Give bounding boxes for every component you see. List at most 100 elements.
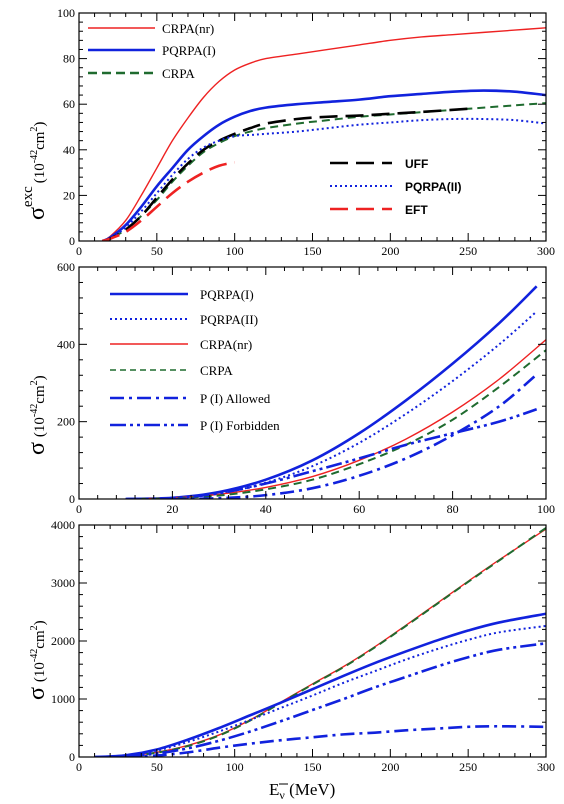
x-tick-label: 200 [381,760,399,774]
panel-top-series [101,27,546,241]
y-tick-label: 400 [57,337,75,351]
series-line-uff [101,107,469,241]
x-tick-label: 150 [304,760,322,774]
series-line-crpa-nr [125,339,546,499]
panel-middle-ylabel: σ (10-42cm2) [24,375,50,455]
y-tick-label: 40 [63,143,75,157]
x-tick-label: 250 [459,244,477,258]
series-line-crpa [125,349,546,499]
x-tick-label: 0 [76,244,82,258]
series-line-p-i-allowed [125,724,546,757]
ylabel-superscript: exc [20,186,36,207]
y-tick-label: 3000 [51,576,75,590]
series-line-crpa-nr [94,528,546,757]
ylabel-unit-cm: cm [32,385,48,404]
legend-label: PQRPA(I) [162,43,216,58]
ylabel-exponent: -42 [29,649,40,662]
x-tick-label: 250 [459,760,477,774]
ylabel-close: ) [32,620,48,625]
svg-text:σ(10-42cm2): σ (10-42cm2) [24,620,50,700]
ylabel-close: ) [32,375,48,380]
x-tick-label: 0 [76,502,82,516]
x-tick-label: 0 [76,760,82,774]
y-tick-label: 1000 [51,692,75,706]
y-tick-label: 20 [63,188,75,202]
series-line-p-i-allowed [172,373,538,499]
x-tick-label: 80 [447,502,459,516]
x-tick-label: 60 [353,502,365,516]
x-tick-label: 100 [537,502,555,516]
series-line-p-i-forbidden [94,642,546,757]
series-line-eft [101,161,235,241]
x-tick-label: 50 [151,760,163,774]
y-tick-label: 0 [69,492,75,506]
series-group [125,285,546,499]
ylabel-unit-exp: 2 [29,127,40,132]
x-tick-label: 40 [260,502,272,516]
x-tick-label: 100 [226,244,244,258]
y-tick-label: 2000 [51,634,75,648]
legend-label: EFT [405,203,428,217]
y-tick-label: 100 [57,6,75,20]
series-line-pqrpa-i [101,89,546,241]
y-tick-label: 600 [57,260,75,274]
legend-label: CRPA [200,363,233,378]
series-line-pqrpa-i [94,612,546,757]
legend-label: P (I) Forbidden [200,418,280,433]
series-group [94,527,546,757]
ylabel-unit-exp: 2 [29,625,40,630]
y-tick-label: 200 [57,415,75,429]
svg-text:σexc(10-42cm2): σexc (10-42cm2) [20,122,50,220]
panel-middle: 0 20 40 60 80 100 0 200 400 600 PQRPA(I) PQRPA(II… [24,260,555,516]
series-line-pqrpa-ii [102,117,546,241]
panel-bottom-ylabel: σ (10-42cm2) [24,620,50,700]
legend-label: UFF [405,157,428,171]
x-tick-label: 300 [537,760,555,774]
ylabel-unit-cm: cm [32,131,48,150]
y-tick-label: 0 [69,750,75,764]
series-group [101,27,546,241]
panel-top-axes: 0 50 100 150 200 250 300 0 20 40 60 80 100 [57,6,555,258]
ylabel-units: (10 [32,662,48,682]
ylabel-unit-cm: cm [32,630,48,649]
ylabel-close: ) [32,122,48,127]
legend-label: PQRPA(II) [200,312,258,327]
legend-label: CRPA(nr) [200,337,252,352]
legend-label: PQRPA(I) [200,287,254,302]
svg-text:Eν (MeV): Eν (MeV) [269,780,335,802]
x-tick-label: 50 [151,244,163,258]
ylabel-units: (10 [32,417,48,437]
series-line-crpa-nr [101,27,546,241]
y-tick-label: 4000 [51,518,75,532]
panel-bottom-xlabel: Eν (MeV) [269,780,335,802]
legend-label: P (I) Allowed [200,391,271,406]
legend-label: CRPA [162,66,195,81]
x-tick-label: 20 [166,502,178,516]
legend-label: PQRPA(II) [405,180,461,194]
xlabel-energy: E [269,780,279,799]
y-tick-label: 80 [63,52,75,66]
x-tick-label: 100 [226,760,244,774]
ylabel-exponent: -42 [29,404,40,417]
series-line-crpa [94,527,546,757]
x-tick-label: 300 [537,244,555,258]
x-tick-label: 200 [381,244,399,258]
ylabel-units: (10 [32,163,48,183]
xlabel-subscript: ν [279,788,285,802]
ylabel-sigma: σ [24,442,50,455]
ylabel-exponent: -42 [29,150,40,163]
panel-top-legend-right: UFF PQRPA(II) EFT [330,157,461,217]
ylabel-sigma: σ [24,687,50,700]
panel-bottom-frame [78,524,547,758]
series-line-p-i-forbidden [125,408,538,499]
panel-top: 0 50 100 150 200 250 300 0 20 40 60 80 100 CRPA(nr) … [20,6,555,258]
ylabel-sigma: σ [24,207,50,220]
ylabel-unit-exp: 2 [29,380,40,385]
panel-top-frame [78,12,547,242]
panel-middle-frame [78,266,547,500]
panel-bottom-series [94,527,546,757]
panel-middle-legend: PQRPA(I) PQRPA(II) CRPA(nr) CRPA P (I) A… [110,287,280,433]
